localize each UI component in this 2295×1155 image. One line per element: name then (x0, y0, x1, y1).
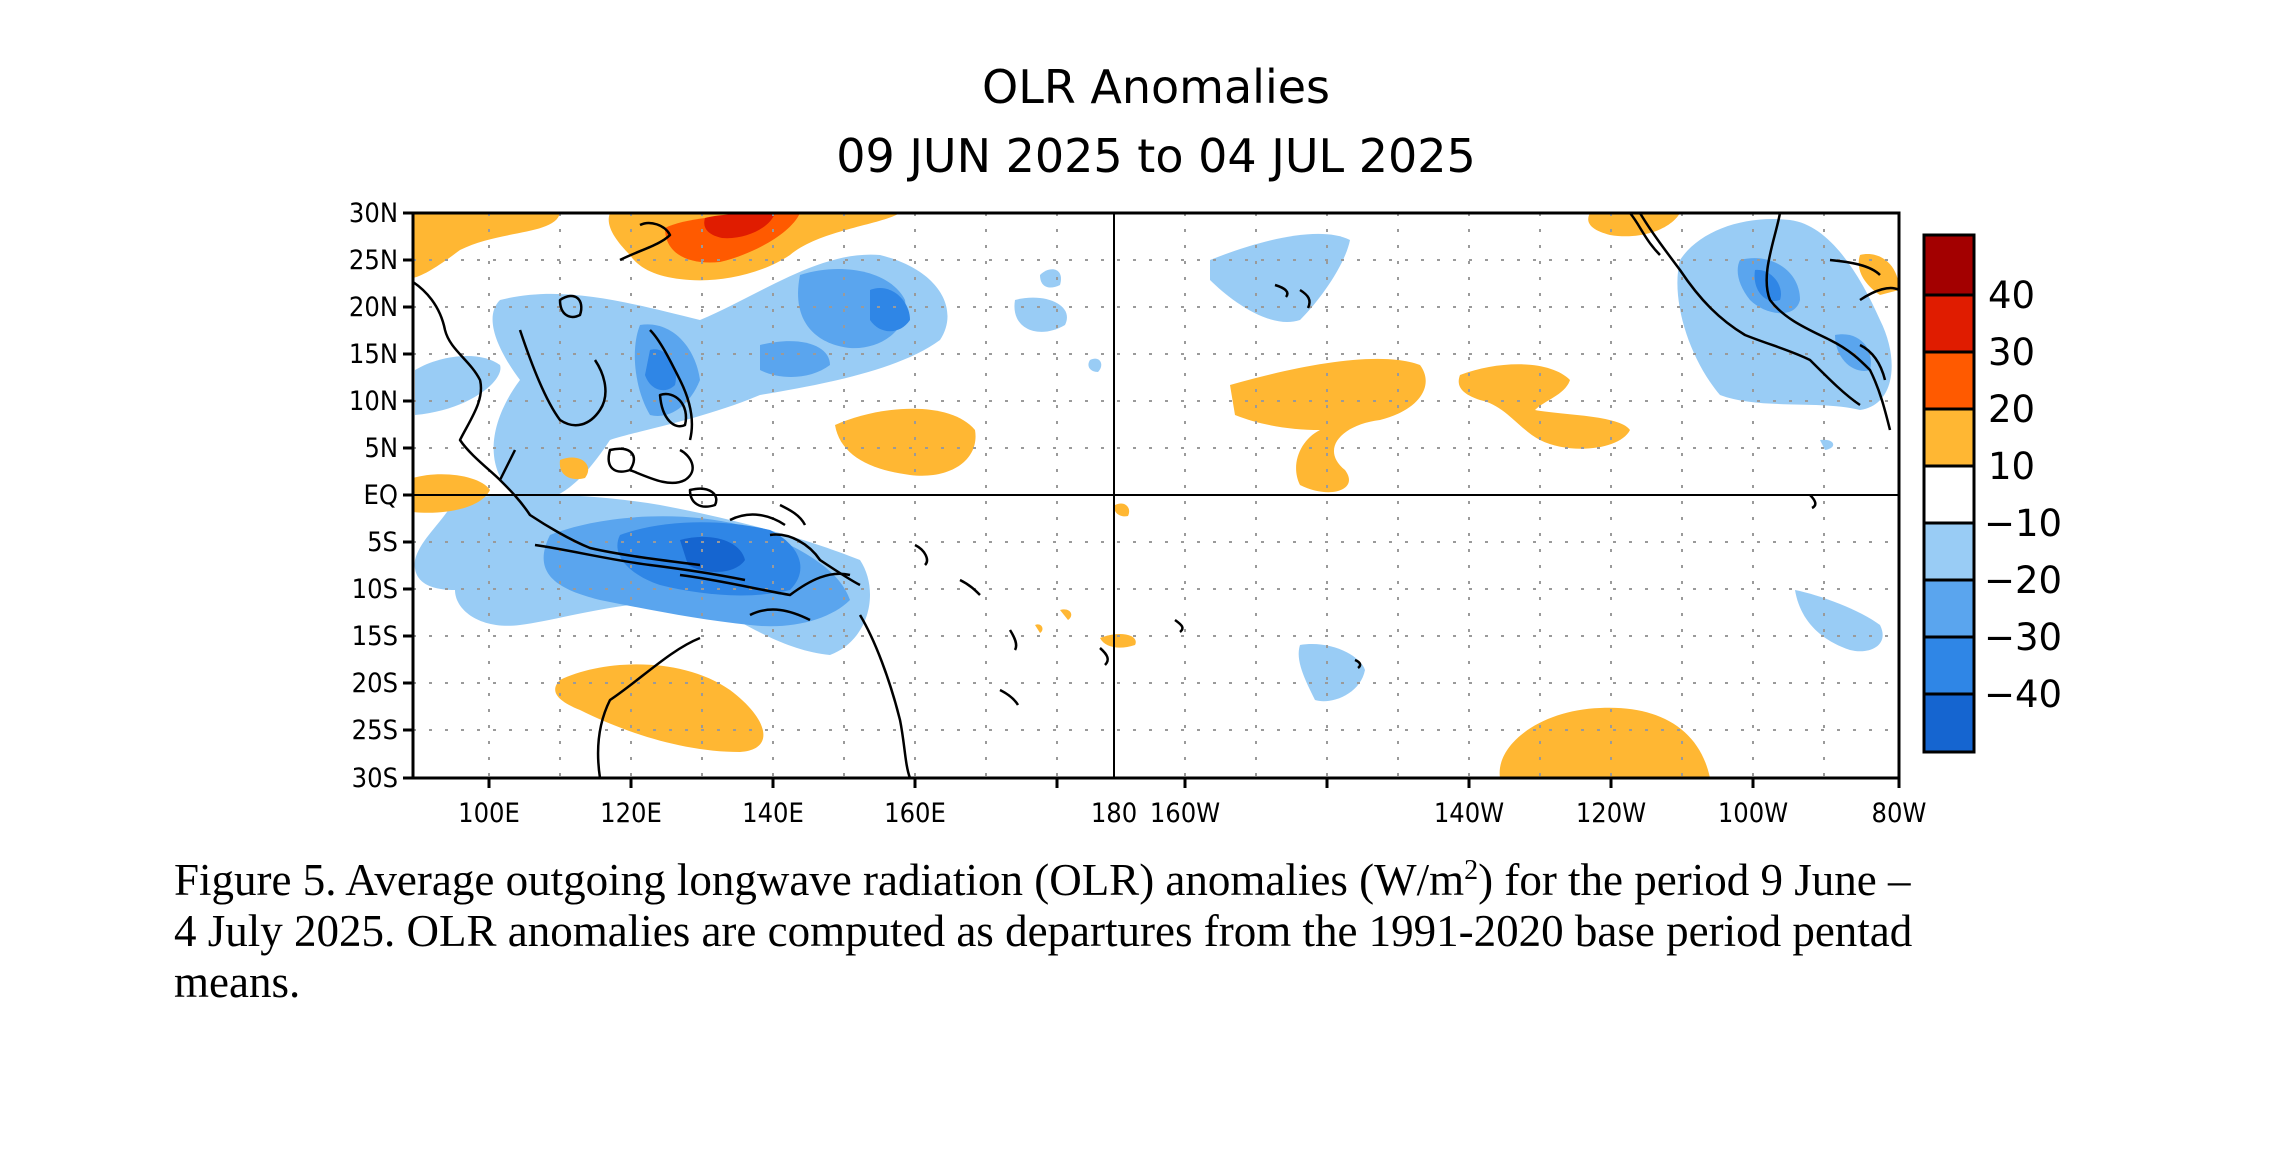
lat-label: 25S (352, 715, 398, 746)
lon-label: 160E (884, 798, 946, 829)
caption-lead: Figure 5. Average outgoing longwave radi… (174, 855, 1465, 905)
colorbar-swatch-minus10 (1924, 523, 1974, 580)
caption-superscript: 2 (1464, 855, 1479, 886)
lat-label: 15S (352, 621, 398, 652)
lon-label: 80W (1872, 798, 1927, 829)
lat-label: 30S (352, 763, 398, 794)
colorbar-label: −20 (1984, 559, 2062, 602)
map-date-range: 09 JUN 2025 to 04 JUL 2025 (836, 129, 1476, 183)
lat-label: 20N (349, 292, 398, 323)
lat-label: 30N (349, 198, 398, 229)
reference-lines (413, 213, 1899, 778)
coastlines (413, 213, 1899, 778)
colorbar-swatch-minus40 (1924, 694, 1974, 752)
lat-label: 5N (364, 433, 398, 464)
caption-line-2: 4 July 2025. OLR anomalies are computed … (174, 906, 1913, 956)
colorbar-label: −40 (1984, 673, 2062, 716)
lon-label: 100E (458, 798, 520, 829)
positive-anomaly-30-region (704, 213, 775, 239)
latitude-labels: 30N 25N 20N 15N 10N 5N EQ 5S 10S 15S 20S… (349, 198, 398, 794)
figure-caption: Figure 5. Average outgoing longwave radi… (174, 855, 2174, 1008)
lat-label: 5S (367, 527, 398, 558)
colorbar-swatch-neutral (1924, 466, 1974, 523)
colorbar-swatch-10 (1924, 409, 1974, 466)
lat-label: 10S (352, 574, 398, 605)
colorbar-swatch-30 (1924, 295, 1974, 352)
colorbar-label: 10 (1988, 445, 2035, 488)
colorbar-swatch-minus20 (1924, 580, 1974, 637)
longitude-labels: 100E 120E 140E 160E 180 160W 140W 120W 1… (458, 798, 1926, 829)
map-panel (413, 213, 1899, 778)
colorbar-label: −30 (1984, 616, 2062, 659)
colorbar-swatch-minus30 (1924, 637, 1974, 694)
colorbar: 40 30 20 10 −10 −20 −30 −40 (1922, 233, 2062, 754)
colorbar-swatch-40plus (1924, 235, 1974, 295)
lat-label: 25N (349, 245, 398, 276)
map-title: OLR Anomalies (982, 60, 1330, 114)
lon-label: 180 (1091, 798, 1137, 829)
caption-line-3: means. (174, 957, 301, 1007)
colorbar-label: 30 (1988, 331, 2035, 374)
lat-label: EQ (364, 480, 398, 511)
lat-label: 10N (349, 386, 398, 417)
caption-line-1: Figure 5. Average outgoing longwave radi… (174, 855, 2174, 906)
lat-label: 20S (352, 668, 398, 699)
lon-label: 100W (1718, 798, 1788, 829)
tick-marks (403, 211, 1901, 788)
lon-label: 120E (600, 798, 662, 829)
negative-anomaly-40-region (680, 536, 745, 572)
lon-label: 140W (1434, 798, 1504, 829)
caption-rest: ) for the period 9 June – (1478, 855, 1911, 905)
colorbar-label: −10 (1984, 502, 2062, 545)
colorbar-label: 20 (1988, 388, 2035, 431)
colorbar-swatch-20 (1924, 352, 1974, 409)
lon-label: 120W (1576, 798, 1646, 829)
colorbar-label: 40 (1988, 274, 2035, 317)
lat-label: 15N (349, 339, 398, 370)
lon-label: 140E (742, 798, 804, 829)
lon-label: 160W (1150, 798, 1220, 829)
